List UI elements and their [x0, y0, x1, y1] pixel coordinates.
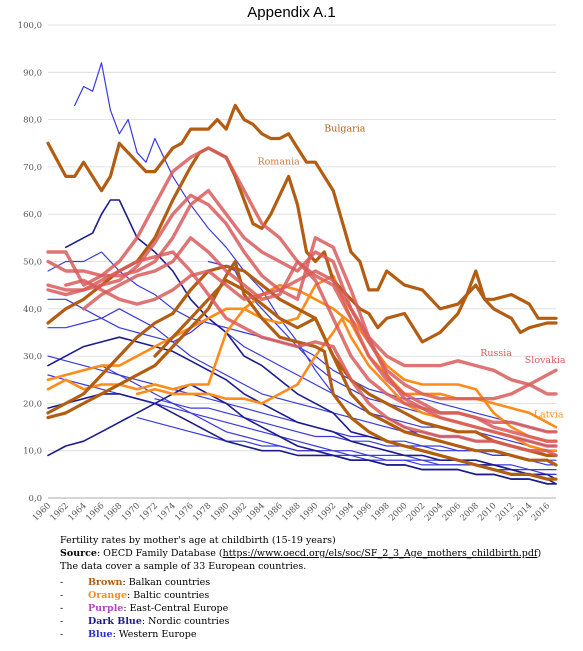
x-tick-label: 1976 — [173, 501, 195, 523]
legend-color-name: Brown — [88, 576, 123, 588]
x-tick-label: 1964 — [66, 501, 88, 523]
x-axis-ticks: 1960196219641966196819701972197419761978… — [31, 501, 552, 523]
series-line-blue — [47, 251, 557, 433]
x-tick-label: 1974 — [156, 501, 178, 523]
series-label-slovakia: Slovakia — [525, 355, 566, 366]
legend-description: : Baltic countries — [127, 589, 210, 601]
y-tick-label: 30,0 — [23, 352, 42, 362]
gridlines — [48, 24, 556, 499]
series-line-purple — [81, 236, 558, 448]
x-tick-label: 1996 — [352, 501, 374, 523]
y-tick-label: 50,0 — [23, 258, 42, 268]
series-line-purple — [64, 269, 558, 396]
x-tick-label: 1980 — [209, 501, 231, 523]
legend-dash: - — [60, 629, 64, 641]
x-tick-label: 1982 — [227, 501, 249, 523]
x-tick-label: 1962 — [49, 501, 71, 523]
series-line-blue — [154, 398, 557, 461]
legend-item: - Orange: Baltic countries — [60, 589, 580, 602]
source-text: : OECD Family Database ( — [96, 548, 223, 560]
x-tick-label: 1994 — [334, 501, 356, 523]
series-label-romania: Romania — [257, 157, 300, 168]
series-line-darkblue — [65, 199, 557, 485]
series-line-purple — [46, 250, 558, 458]
legend-color-name: Orange — [88, 589, 128, 601]
series-label-bulgaria: Bulgaria — [324, 123, 365, 134]
y-tick-label: 90,0 — [23, 68, 42, 78]
x-tick-label: 1968 — [102, 501, 124, 523]
x-tick-label: 1990 — [298, 501, 320, 523]
legend-item: - Dark Blue: Nordic countries — [60, 615, 580, 628]
caption-description: Fertility rates by mother's age at child… — [60, 535, 336, 546]
color-legend: - Brown: Balkan countries - Orange: Baltic … — [60, 576, 580, 642]
x-tick-label: 2016 — [530, 501, 552, 523]
y-tick-label: 100,0 — [18, 21, 42, 31]
y-tick-label: 70,0 — [23, 163, 42, 173]
y-tick-label: 60,0 — [23, 210, 42, 220]
legend-dash: - — [60, 616, 64, 628]
legend-item: - Purple: East-Central Europe — [60, 602, 580, 615]
y-tick-label: 40,0 — [23, 305, 42, 315]
legend-description: : Balkan countries — [122, 576, 211, 588]
source-close: ) — [537, 548, 542, 560]
series-label-latvia: Latvia — [534, 410, 564, 421]
series-line-darkblue — [47, 393, 557, 485]
x-tick-label: 1986 — [262, 501, 284, 523]
legend-item: - Brown: Balkan countries — [60, 576, 580, 589]
series-label-russia: Russia — [480, 348, 512, 359]
x-tick-label: 1970 — [120, 501, 142, 523]
source-link[interactable]: https://www.oecd.org/els/soc/SF_2_3_Age_… — [222, 548, 538, 560]
legend-dash: - — [60, 589, 64, 601]
x-tick-label: 2008 — [459, 501, 481, 523]
series-lines — [46, 62, 558, 485]
legend-dash: - — [60, 576, 64, 588]
x-tick-label: 1998 — [369, 501, 391, 523]
x-tick-label: 1960 — [31, 501, 53, 523]
x-tick-label: 2014 — [512, 501, 534, 523]
series-line-brown — [46, 103, 558, 320]
x-tick-label: 1984 — [245, 501, 267, 523]
x-tick-label: 2012 — [494, 501, 516, 523]
y-tick-label: 0,0 — [28, 494, 42, 504]
x-tick-label: 2002 — [405, 501, 427, 523]
x-tick-label: 2010 — [476, 501, 498, 523]
series-line-brown — [46, 264, 558, 457]
series-line-blue — [47, 355, 557, 466]
series-line-purple — [46, 188, 558, 401]
chart-caption: Fertility rates by mother's age at child… — [60, 534, 580, 642]
caption-sample-note: The data cover a sample of 33 European c… — [60, 561, 307, 573]
legend-color-name: Blue — [88, 629, 113, 641]
legend-dash: - — [60, 603, 64, 615]
y-tick-label: 20,0 — [23, 399, 42, 409]
legend-item: - Blue: Western Europe — [60, 628, 580, 641]
x-tick-label: 1988 — [280, 501, 302, 523]
legend-color-name: Dark Blue — [88, 616, 142, 628]
y-tick-label: 80,0 — [23, 116, 42, 126]
x-tick-label: 2006 — [441, 501, 463, 523]
legend-description: : Western Europe — [112, 629, 197, 641]
y-tick-label: 10,0 — [23, 447, 42, 457]
x-tick-label: 1992 — [316, 501, 338, 523]
caption-source: Source: OECD Family Database (https://ww… — [60, 547, 580, 560]
x-tick-label: 2004 — [423, 501, 445, 523]
x-tick-label: 1966 — [84, 501, 106, 523]
chart-title: Appendix A.1 — [247, 4, 336, 21]
series-line-brown — [46, 146, 558, 344]
series-labels: Bulgaria Romania Russia Slovakia Latvia — [257, 123, 565, 420]
x-tick-label: 2000 — [387, 501, 409, 523]
y-axis-ticks: 0,0 10,0 20,0 30,0 40,0 50,0 60,0 70,0 80,0 90,0 1… — [18, 21, 42, 504]
legend-color-name: Purple — [88, 603, 124, 615]
x-tick-label: 1972 — [138, 501, 160, 523]
x-tick-label: 1978 — [191, 501, 213, 523]
series-line-orange — [46, 274, 558, 443]
line-chart: 0,0 10,0 20,0 30,0 40,0 50,0 60,0 70,0 80,0 90,0 1… — [18, 21, 566, 523]
legend-description: : Nordic countries — [141, 616, 230, 628]
legend-description: : East-Central Europe — [123, 603, 229, 615]
source-label: Source — [60, 548, 97, 560]
